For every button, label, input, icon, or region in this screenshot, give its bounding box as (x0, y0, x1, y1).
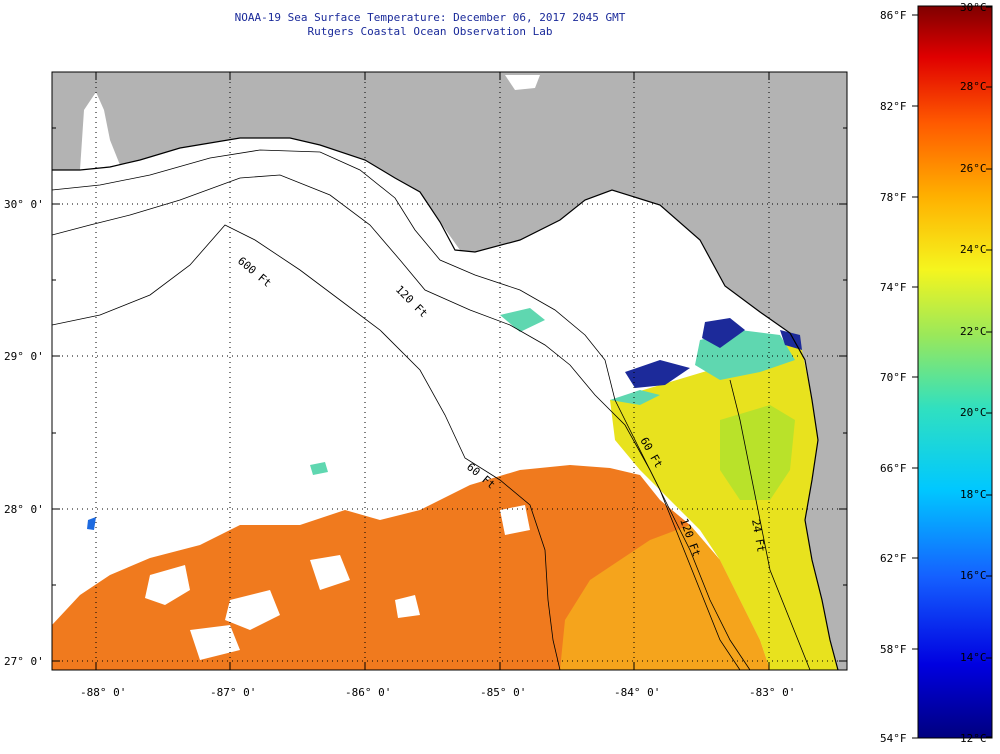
colorbar-f-label: 86°F (880, 9, 907, 22)
colorbar-f-label: 58°F (880, 643, 907, 656)
colorbar-c-label: 18°C (960, 488, 987, 501)
colorbar-c-label: 24°C (960, 243, 987, 256)
color-scale-bar (917, 5, 993, 739)
colorbar-f-label: 54°F (880, 732, 907, 745)
colorbar-c-label: 20°C (960, 406, 987, 419)
lat-label: 29° 0' (4, 350, 44, 363)
colorbar-c-ticks (986, 6, 992, 738)
axis-ticks (52, 72, 847, 670)
colorbar-c-labels: 30°C 28°C 26°C 24°C 22°C 20°C 18°C 16°C … (960, 1, 987, 745)
map-border (51, 71, 848, 671)
colorbar-c-label: 28°C (960, 80, 987, 93)
colorbar-f-label: 66°F (880, 462, 907, 475)
colorbar-f-label: 74°F (880, 281, 907, 294)
colorbar-f-label: 78°F (880, 191, 907, 204)
colorbar-c-label: 12°C (960, 732, 987, 745)
contour-label: 24 Ft (749, 518, 768, 553)
colorbar-c-label: 22°C (960, 325, 987, 338)
lon-label: -84° 0' (614, 686, 660, 699)
lon-label: -85° 0' (480, 686, 526, 699)
colorbar-c-label: 14°C (960, 651, 987, 664)
colorbar-f-label: 62°F (880, 552, 907, 565)
lat-label: 30° 0' (4, 198, 44, 211)
contour-60ft (52, 149, 741, 670)
contour-120ft (52, 174, 751, 670)
contour-600ft (52, 224, 561, 670)
land-north (52, 72, 847, 333)
colorbar-c-label: 16°C (960, 569, 987, 582)
lat-label: 27° 0' (4, 655, 44, 668)
colorbar-f-label: 70°F (880, 371, 907, 384)
map-subtitle: Rutgers Coastal Ocean Observation Lab (307, 25, 553, 38)
lon-label: -83° 0' (749, 686, 795, 699)
colorbar-f-label: 82°F (880, 100, 907, 113)
colorbar-ticks (912, 14, 918, 739)
cool-green-area (720, 405, 795, 500)
lon-label: -88° 0' (80, 686, 126, 699)
colorbar-c-label: 26°C (960, 162, 987, 175)
lat-label: 28° 0' (4, 503, 44, 516)
map-title: NOAA-19 Sea Surface Temperature: Decembe… (234, 11, 626, 24)
cold-water-area (702, 318, 745, 348)
contour-24ft (729, 379, 811, 670)
colorbar-c-label: 30°C (960, 1, 987, 14)
lon-label: -86° 0' (345, 686, 391, 699)
land-florida-peninsula (790, 333, 847, 670)
lon-label: -87° 0' (210, 686, 256, 699)
